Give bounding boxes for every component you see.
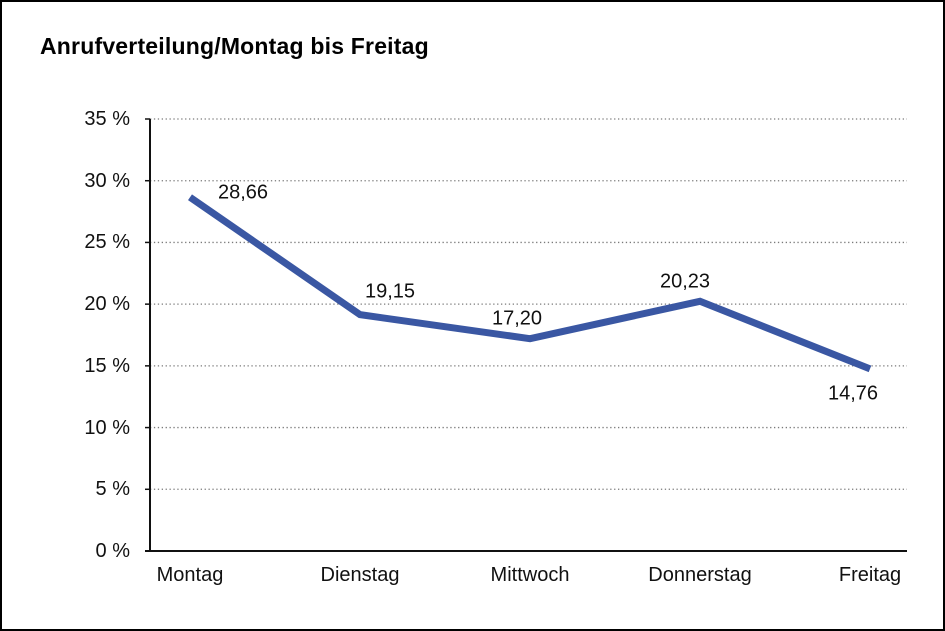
data-label: 19,15 [364, 280, 416, 303]
x-axis-label: Donnerstag [648, 564, 752, 586]
y-axis-tick-label: 5 % [95, 478, 130, 501]
x-axis-label: Dienstag [320, 564, 400, 586]
y-axis-tick-label: 0 % [95, 540, 130, 562]
y-axis-tick-label: 10 % [84, 416, 130, 439]
chart-title: Anrufverteilung/Montag bis Freitag [40, 33, 429, 59]
y-axis-tick-label: 30 % [84, 169, 130, 192]
x-axis-label: Montag [156, 564, 224, 586]
data-label: 14,76 [827, 382, 879, 405]
data-label: 17,20 [491, 307, 543, 330]
data-label: 20,23 [659, 270, 711, 293]
x-axis-label: Mittwoch [490, 564, 570, 586]
y-axis-tick-label: 25 % [84, 231, 130, 254]
y-axis-tick-label: 35 % [84, 108, 130, 130]
y-axis-tick-label: 15 % [84, 354, 130, 377]
y-axis-tick-label: 20 % [84, 293, 130, 316]
series-line [188, 194, 872, 373]
data-label: 28,66 [217, 181, 269, 204]
x-axis-label: Freitag [838, 564, 902, 586]
